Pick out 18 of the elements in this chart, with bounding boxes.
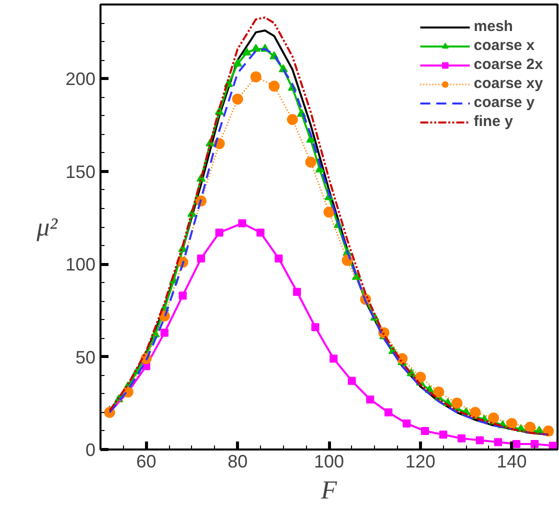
y-axis-title: μ² xyxy=(36,212,59,242)
legend-label: coarse 2x xyxy=(474,56,543,73)
y-tick-label: 200 xyxy=(65,69,96,90)
x-axis-title: F xyxy=(320,476,338,504)
x-tick-label: 100 xyxy=(314,452,344,472)
legend-label: coarse xy xyxy=(474,75,543,92)
legend-label: coarse x xyxy=(474,37,535,54)
y-tick-label: 50 xyxy=(75,347,96,368)
x-tick-label: 120 xyxy=(405,452,436,472)
legend-label: coarse y xyxy=(474,94,535,111)
y-tick-label: 100 xyxy=(65,254,96,275)
y-tick-label: 0 xyxy=(85,440,96,460)
y-tick-label: 150 xyxy=(65,162,96,182)
legend-label: fine y xyxy=(474,113,513,130)
x-tick-label: 80 xyxy=(228,452,248,472)
x-tick-label: 60 xyxy=(136,452,156,472)
x-tick-label: 140 xyxy=(496,452,527,472)
legend-label: mesh xyxy=(474,18,513,35)
